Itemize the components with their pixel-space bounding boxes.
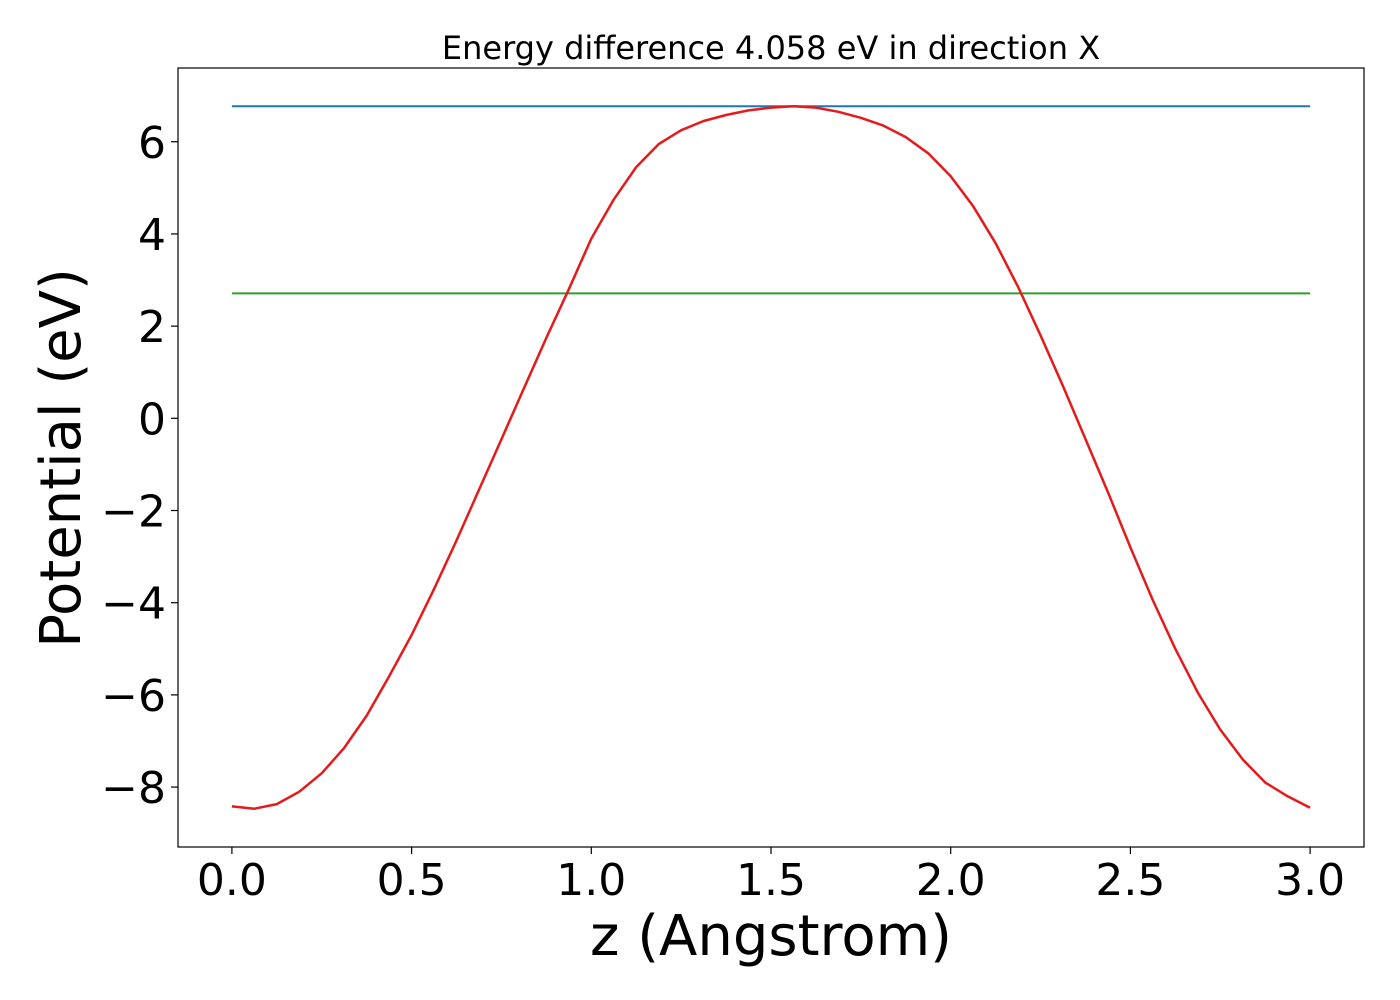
x-tick-label: 1.0 — [556, 855, 626, 906]
y-axis-label: Potential (eV) — [29, 268, 94, 648]
y-tick-label: −4 — [101, 579, 166, 630]
x-tick-label: 0.0 — [197, 855, 267, 906]
y-tick-label: −6 — [101, 671, 166, 722]
y-axis-ticks: −8 −6 −4 −2 0 2 4 6 — [101, 118, 178, 814]
x-axis-label: z (Angstrom) — [590, 904, 952, 969]
x-tick-label: 2.0 — [916, 855, 986, 906]
chart-title: Energy difference 4.058 eV in direction … — [442, 29, 1100, 67]
plot-lines — [231, 105, 1311, 810]
series-line-2 — [231, 105, 1311, 810]
y-tick-label: −8 — [101, 763, 166, 814]
x-tick-label: 0.5 — [377, 855, 447, 906]
x-axis-ticks: 0.0 0.5 1.0 1.5 2.0 2.5 3.0 — [197, 847, 1345, 906]
x-tick-label: 2.5 — [1095, 855, 1165, 906]
y-tick-label: 2 — [138, 302, 166, 353]
y-tick-label: 0 — [138, 394, 166, 445]
y-tick-label: 4 — [138, 210, 166, 261]
x-tick-label: 3.0 — [1275, 855, 1345, 906]
x-tick-label: 1.5 — [736, 855, 806, 906]
y-tick-label: −2 — [101, 487, 166, 538]
y-tick-label: 6 — [138, 118, 166, 169]
